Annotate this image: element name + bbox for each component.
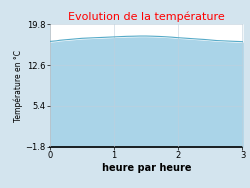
- X-axis label: heure par heure: heure par heure: [102, 163, 191, 173]
- Y-axis label: Température en °C: Température en °C: [13, 50, 23, 121]
- Title: Evolution de la température: Evolution de la température: [68, 12, 224, 22]
